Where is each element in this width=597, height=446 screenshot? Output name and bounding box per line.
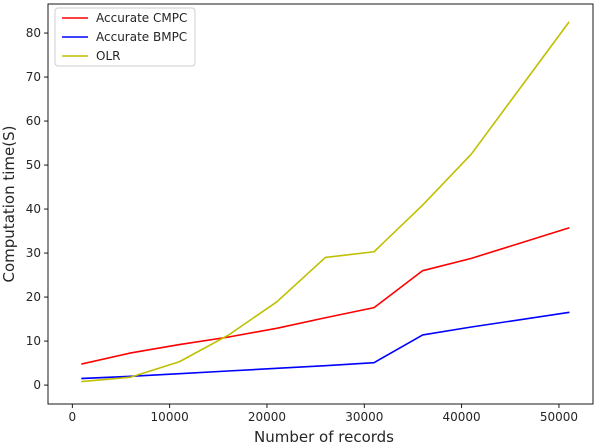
y-tick-label: 10	[26, 334, 41, 348]
plot-frame	[47, 3, 594, 405]
x-axis: 0 10000 20000 30000 40000 50000	[69, 404, 578, 424]
legend-label: Accurate BMPC	[96, 30, 187, 44]
legend-label: Accurate CMPC	[96, 11, 187, 25]
series-line-accurate-cmpc	[81, 226, 570, 365]
y-tick-label: 20	[26, 290, 41, 304]
y-tick-label: 50	[26, 158, 41, 172]
series-line-accurate-bmpc	[81, 311, 570, 380]
x-tick-label: 30000	[345, 410, 383, 424]
x-tick-label: 0	[69, 410, 77, 424]
y-axis: 0 10 20 30 40 50 60 70 80	[26, 26, 48, 392]
legend: Accurate CMPC Accurate BMPC OLR	[54, 7, 196, 67]
legend-box	[54, 7, 196, 67]
x-tick-label: 10000	[151, 410, 189, 424]
y-tick-label: 30	[26, 246, 41, 260]
legend-label: OLR	[96, 49, 120, 63]
x-axis-title: Number of records	[254, 428, 394, 446]
y-tick-label: 80	[26, 26, 41, 40]
x-tick-label: 50000	[540, 410, 578, 424]
x-tick-label: 20000	[248, 410, 286, 424]
y-tick-label: 0	[33, 378, 41, 392]
series-line-olr	[81, 21, 570, 383]
x-tick-label: 40000	[443, 410, 481, 424]
y-axis-title: Computation time(S)	[0, 126, 18, 283]
y-tick-label: 70	[26, 70, 41, 84]
plot-area	[81, 21, 570, 383]
y-tick-label: 60	[26, 114, 41, 128]
y-tick-label: 40	[26, 202, 41, 216]
